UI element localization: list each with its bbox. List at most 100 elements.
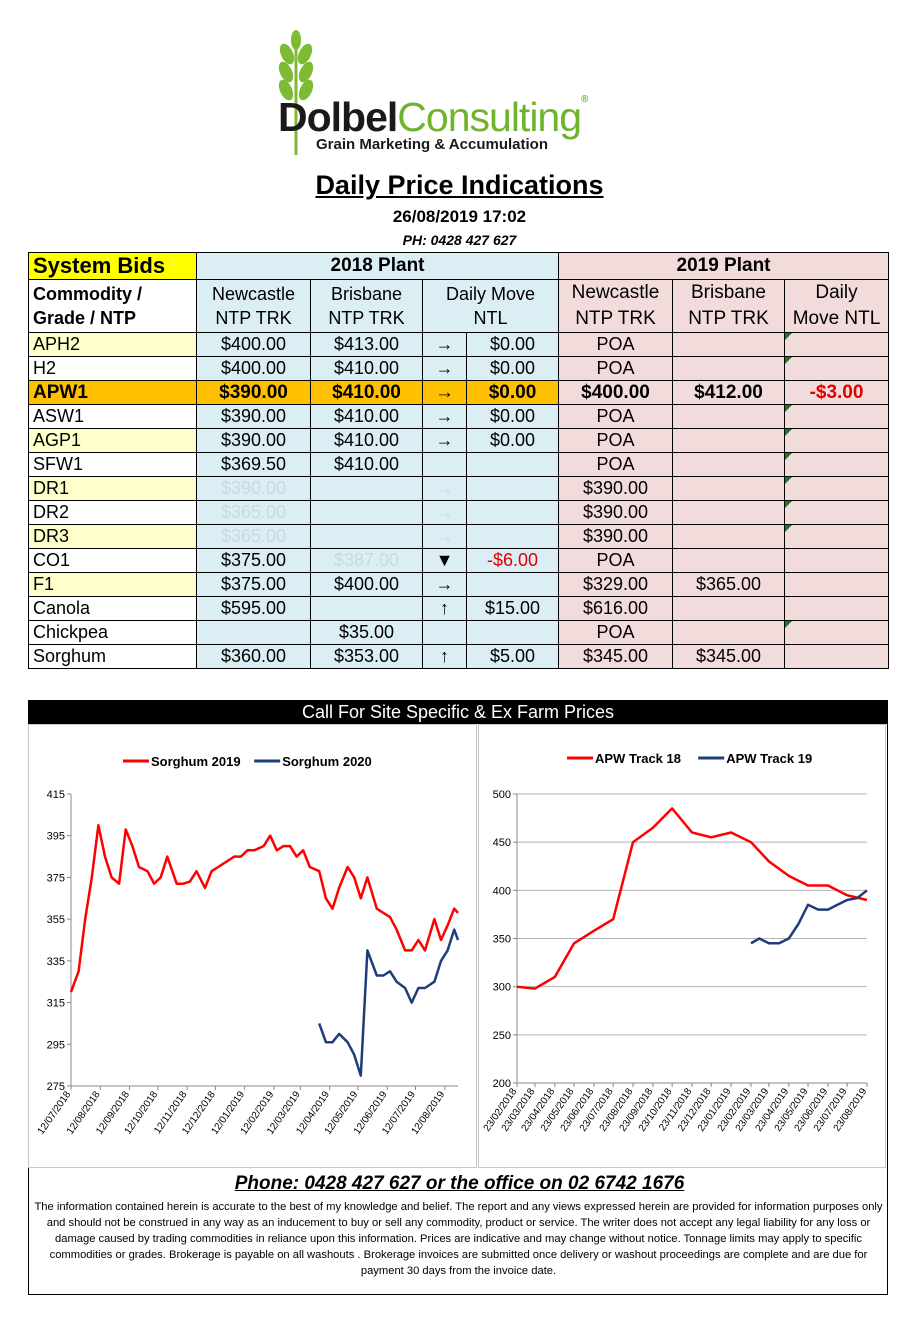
newcastle-2019-price: $390.00 <box>558 524 673 549</box>
logo-tagline: Grain Marketing & Accumulation <box>316 136 548 153</box>
call-to-action-banner: Call For Site Specific & Ex Farm Prices <box>28 700 888 724</box>
brisbane-2018-price: $410.00 <box>310 428 423 453</box>
legend-label: Sorghum 2019 <box>151 754 241 769</box>
y-tick-label: 400 <box>493 885 511 897</box>
newcastle-2019-price: POA <box>558 404 673 429</box>
y-tick-label: 395 <box>47 831 65 843</box>
daily-move-2019 <box>783 428 890 453</box>
brisbane-2019-price <box>672 428 785 453</box>
commodity-name: DR2 <box>28 500 197 525</box>
apw-track-chart: 500 450 400 350 300 250 200 23/02/2018 23/03/201… <box>478 724 886 1168</box>
sorghum-chart: 415 395 375 355 335 315 295 275 12/07/2018 12/08/… <box>28 724 477 1168</box>
table-row: Sorghum $360.00 $353.00 ↑ $5.00 $345.00 … <box>28 644 890 669</box>
series-line-1 <box>318 928 460 1077</box>
daily-move-2019 <box>783 572 890 597</box>
page-title: Daily Price Indications <box>315 170 604 200</box>
move-arrow-icon <box>422 620 467 645</box>
table-row: F1 $375.00 $400.00 → $329.00 $365.00 <box>28 572 890 597</box>
newcastle-2018-price: $365.00 <box>196 500 311 525</box>
brisbane-2018-price <box>310 500 423 525</box>
brisbane-2018-price: $413.00 <box>310 332 423 357</box>
newcastle-2019-price: POA <box>558 356 673 381</box>
brisbane-2018-price: $400.00 <box>310 572 423 597</box>
brisbane-2018-header: Brisbane NTP TRK <box>310 279 423 333</box>
legend-label: APW Track 19 <box>726 751 812 766</box>
report-datetime: 26/08/2019 17:02 <box>392 207 527 226</box>
daily-move-2018: $5.00 <box>466 644 559 669</box>
y-tick-label: 335 <box>47 956 65 968</box>
move-arrow-icon: → <box>422 332 467 357</box>
logo-reg-mark: ® <box>581 94 588 105</box>
newcastle-2019-price: POA <box>558 428 673 453</box>
y-tick-label: 450 <box>493 837 511 849</box>
commodity-name: CO1 <box>28 548 197 573</box>
series-line-0 <box>516 807 868 990</box>
newcastle-2018-price: $400.00 <box>196 332 311 357</box>
newcastle-2018-price: $390.00 <box>196 476 311 501</box>
series-line-1 <box>750 889 868 945</box>
commodity-name: H2 <box>28 356 197 381</box>
logo-brand-light: Consulting <box>397 94 582 140</box>
logo-brand-bold: Dolbel <box>278 94 398 140</box>
brisbane-2019-price <box>672 332 785 357</box>
daily-move-2018: $0.00 <box>466 428 559 453</box>
brisbane-2018-price <box>310 596 423 621</box>
y-tick-label: 355 <box>47 914 65 926</box>
brisbane-2018-price <box>310 524 423 549</box>
newcastle-2018-price: $369.50 <box>196 452 311 477</box>
plant-2018-header: 2018 Plant <box>196 252 559 280</box>
brisbane-2019-price <box>672 452 785 477</box>
daily-move-2018: $0.00 <box>466 332 559 357</box>
daily-move-2018: -$6.00 <box>466 548 559 573</box>
y-tick-label: 315 <box>47 998 65 1010</box>
move-arrow-icon: → <box>422 404 467 429</box>
move-arrow-icon: → <box>422 380 467 405</box>
newcastle-2018-price: $365.00 <box>196 524 311 549</box>
daily-move-2019 <box>783 356 890 381</box>
commodity-name: Sorghum <box>28 644 197 669</box>
newcastle-2019-price: $329.00 <box>558 572 673 597</box>
commodity-name: Chickpea <box>28 620 197 645</box>
newcastle-2018-price: $595.00 <box>196 596 311 621</box>
y-tick-label: 275 <box>47 1081 65 1093</box>
newcastle-2019-price: $390.00 <box>558 500 673 525</box>
brisbane-2019-price <box>672 500 785 525</box>
legend-label: APW Track 18 <box>595 751 681 766</box>
y-tick-label: 375 <box>47 872 65 884</box>
daily-move-2019: -$3.00 <box>783 380 890 405</box>
newcastle-2018-price <box>196 620 311 645</box>
brisbane-2018-price <box>310 476 423 501</box>
brisbane-2019-price <box>672 596 785 621</box>
brisbane-2019-price <box>672 476 785 501</box>
brisbane-2019-price <box>672 548 785 573</box>
series-line-0 <box>69 824 459 993</box>
newcastle-2019-price: $390.00 <box>558 476 673 501</box>
brisbane-2019-price <box>672 404 785 429</box>
daily-move-2018 <box>466 620 559 645</box>
daily-move-2019 <box>783 524 890 549</box>
y-tick-label: 500 <box>493 789 511 801</box>
y-tick-label: 415 <box>47 789 65 801</box>
move-arrow-icon: → <box>422 476 467 501</box>
brisbane-2019-price <box>672 620 785 645</box>
daily-move-2019 <box>783 476 890 501</box>
brisbane-2018-price: $410.00 <box>310 356 423 381</box>
brisbane-2019-price: $365.00 <box>672 572 785 597</box>
newcastle-2019-header: Newcastle NTP TRK <box>558 279 673 333</box>
newcastle-2018-price: $375.00 <box>196 548 311 573</box>
legend-label: Sorghum 2020 <box>282 754 372 769</box>
newcastle-2019-price: POA <box>558 452 673 477</box>
daily-move-2019 <box>783 452 890 477</box>
move-arrow-icon: ▼ <box>422 548 467 573</box>
y-tick-label: 300 <box>493 982 511 994</box>
daily-move-2018 <box>466 524 559 549</box>
commodity-name: SFW1 <box>28 452 197 477</box>
move-arrow-icon: ↑ <box>422 644 467 669</box>
brisbane-2019-price: $345.00 <box>672 644 785 669</box>
company-logo: DolbelConsulting® Grain Marketing & Accu… <box>272 30 632 160</box>
daily-move-2019-header: Daily Move NTL <box>783 279 890 333</box>
header-phone: PH: 0428 427 627 <box>402 232 517 248</box>
move-arrow-icon: → <box>422 500 467 525</box>
commodity-name: APH2 <box>28 332 197 357</box>
brisbane-2018-price: $410.00 <box>310 404 423 429</box>
